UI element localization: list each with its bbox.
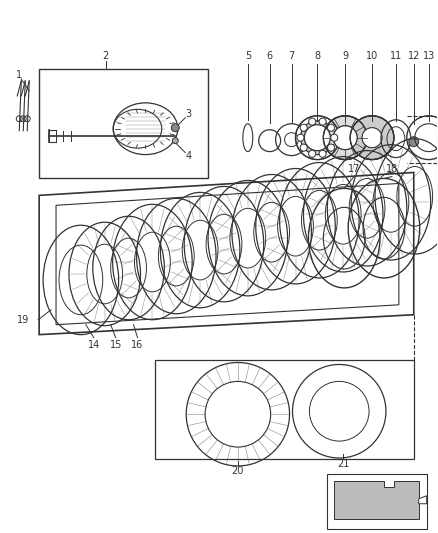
Text: 19: 19 xyxy=(17,314,29,325)
Text: 4: 4 xyxy=(185,151,191,160)
Ellipse shape xyxy=(300,124,307,131)
Text: 10: 10 xyxy=(366,51,378,61)
Ellipse shape xyxy=(333,126,357,150)
Text: 8: 8 xyxy=(314,51,321,61)
Text: 1: 1 xyxy=(16,70,22,80)
Text: 14: 14 xyxy=(88,340,100,350)
Polygon shape xyxy=(334,481,419,519)
Text: 11: 11 xyxy=(390,51,402,61)
Ellipse shape xyxy=(309,150,316,157)
Bar xyxy=(39,69,208,179)
Text: 16: 16 xyxy=(131,340,144,350)
Ellipse shape xyxy=(328,144,335,151)
Text: 18: 18 xyxy=(386,164,398,174)
Ellipse shape xyxy=(362,128,382,148)
Ellipse shape xyxy=(304,125,330,151)
Ellipse shape xyxy=(328,124,335,131)
Ellipse shape xyxy=(297,134,304,141)
Ellipse shape xyxy=(300,144,307,151)
Ellipse shape xyxy=(323,116,367,159)
Text: 12: 12 xyxy=(408,51,420,61)
Text: 5: 5 xyxy=(245,51,251,61)
Text: 20: 20 xyxy=(232,466,244,476)
Text: 17: 17 xyxy=(348,164,360,174)
Ellipse shape xyxy=(309,118,316,125)
Text: 13: 13 xyxy=(423,51,435,61)
Text: 2: 2 xyxy=(102,51,109,61)
Ellipse shape xyxy=(409,136,419,147)
Ellipse shape xyxy=(331,134,338,141)
Text: 6: 6 xyxy=(267,51,273,61)
Text: 3: 3 xyxy=(185,109,191,119)
Text: 7: 7 xyxy=(288,51,295,61)
Ellipse shape xyxy=(300,121,334,155)
Ellipse shape xyxy=(319,150,326,157)
Ellipse shape xyxy=(350,116,394,159)
Ellipse shape xyxy=(319,118,326,125)
Ellipse shape xyxy=(171,124,179,132)
Polygon shape xyxy=(419,496,427,504)
Text: 9: 9 xyxy=(342,51,348,61)
Text: 15: 15 xyxy=(110,340,122,350)
Bar xyxy=(327,474,427,529)
Ellipse shape xyxy=(172,138,178,144)
Text: 21: 21 xyxy=(337,459,350,469)
